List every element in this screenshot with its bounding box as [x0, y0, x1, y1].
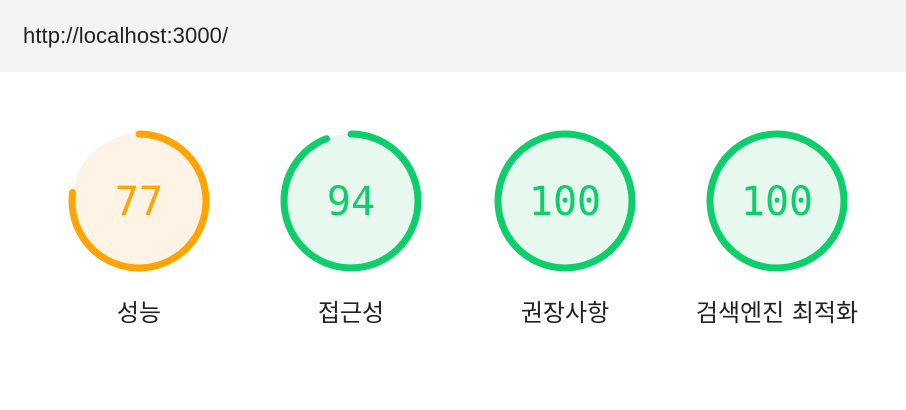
gauge-accessibility-ring: 94	[280, 130, 422, 272]
gauge-label: 성능	[116, 299, 162, 327]
gauge-background	[710, 134, 844, 268]
gauge-background	[498, 134, 632, 268]
gauge-score: 100	[529, 179, 601, 225]
category-gauges: 77 성능 94 접근성 100 권장사항 100 검색엔진 최적화	[0, 72, 906, 410]
gauge-arc	[494, 130, 636, 272]
gauge-performance-ring: 77	[68, 130, 210, 272]
gauge-arc	[706, 130, 848, 272]
gauge-background	[284, 134, 418, 268]
gauge-score: 77	[115, 179, 163, 225]
gauge-label: 접근성	[317, 299, 385, 327]
url-bar: http://localhost:3000/	[0, 0, 906, 72]
gauge-score: 94	[327, 179, 375, 225]
gauge-best-practices[interactable]: 100 권장사항	[475, 129, 655, 331]
gauge-seo-ring: 100	[706, 130, 848, 272]
gauge-arc	[68, 130, 210, 272]
gauge-accessibility[interactable]: 94 접근성	[261, 129, 441, 331]
gauge-best-practices-ring: 100	[494, 130, 636, 272]
gauge-performance[interactable]: 77 성능	[49, 129, 229, 331]
gauge-seo[interactable]: 100 검색엔진 최적화	[687, 129, 867, 331]
gauge-label: 권장사항	[520, 299, 610, 327]
gauge-arc	[280, 130, 422, 272]
gauge-background	[72, 134, 206, 268]
gauge-score: 100	[741, 179, 813, 225]
gauge-label: 검색엔진 최적화	[695, 299, 859, 327]
page-url: http://localhost:3000/	[23, 23, 229, 48]
